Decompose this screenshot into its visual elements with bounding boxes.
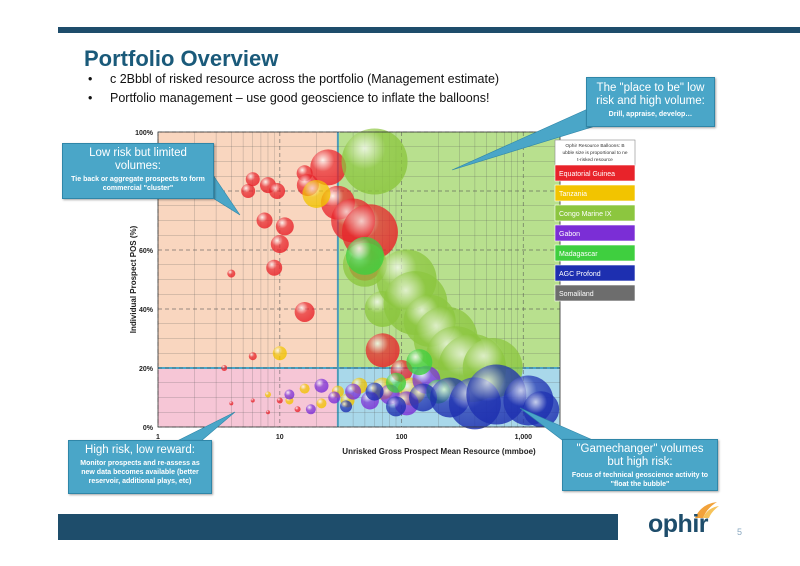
bubble-equatorial-guinea	[245, 172, 260, 187]
bubble-agc-profond	[340, 400, 353, 413]
bubble-congo-marine-ix	[341, 128, 408, 195]
callout-subtext: Focus of technical geoscience activity t…	[571, 472, 709, 488]
legend-label: Congo Marine IX	[559, 211, 612, 218]
callout-gamechanger: "Gamechanger" volumes but high risk: Foc…	[562, 439, 718, 491]
y-tick-label: 20%	[139, 366, 154, 373]
page-number: 5	[737, 527, 743, 537]
y-tick-label: 100%	[135, 130, 154, 137]
legend-swatch	[554, 164, 636, 182]
bubble-equatorial-guinea	[266, 259, 283, 276]
callout-heading: High risk, low reward:	[85, 444, 195, 456]
legend-label: Equatorial Guinea	[559, 171, 615, 178]
legend-label: Tanzania	[559, 191, 587, 198]
y-tick-label: 60%	[139, 248, 154, 255]
footer-bar	[58, 514, 618, 540]
bubble-equatorial-guinea	[310, 149, 347, 186]
legend-swatch	[554, 264, 636, 282]
bubble-madagascar	[406, 349, 433, 376]
company-logo: ophir	[648, 510, 709, 538]
bubble-agc-profond	[409, 383, 438, 412]
bubble-madagascar	[345, 236, 384, 275]
x-tick-label: 10	[276, 434, 284, 441]
bubble-equatorial-guinea	[227, 269, 236, 278]
legend-swatch	[554, 204, 636, 222]
x-tick-label: 1	[156, 434, 160, 441]
callout-heading: "Gamechanger" volumes but high risk:	[576, 443, 704, 468]
bubble-tanzania	[272, 346, 287, 361]
bubble-agc-profond	[385, 396, 406, 417]
bubble-gabon	[328, 391, 341, 404]
page-title: Portfolio Overview	[84, 46, 279, 71]
bubble-equatorial-guinea	[269, 183, 286, 199]
legend-note-text: t-risked resource	[577, 157, 613, 163]
bubble-equatorial-guinea	[365, 333, 400, 368]
bubble-equatorial-guinea	[248, 352, 257, 361]
legend-label: Madagascar	[559, 251, 598, 258]
bubble-gabon	[305, 404, 316, 415]
callout-subtext: Tie back or aggregate prospects to form …	[71, 176, 205, 192]
callout-high-risk-low-reward: High risk, low reward: Monitor prospects…	[68, 440, 212, 494]
bubble-gabon	[284, 389, 295, 400]
y-axis-label: Individual Prospect POS (%)	[129, 225, 138, 333]
legend-swatch	[554, 224, 636, 242]
x-tick-label: 1,000	[515, 434, 533, 441]
bubble-equatorial-guinea	[294, 301, 315, 322]
x-tick-label: 100	[396, 434, 408, 441]
legend-label: Gabon	[559, 231, 580, 238]
legend-note-box	[554, 139, 636, 167]
y-tick-label: 40%	[139, 307, 154, 314]
bubble-equatorial-guinea	[270, 235, 289, 254]
bubble-gabon	[314, 378, 329, 393]
legend-note-text: Ophir Resource Balloons: B	[565, 143, 624, 149]
bubble-equatorial-guinea	[250, 398, 255, 403]
bubble-equatorial-guinea	[221, 365, 228, 371]
y-tick-label: 0%	[143, 425, 154, 432]
callout-subtext: Drill, appraise, develop…	[608, 111, 693, 118]
axes: 1 10 100 1,000 0% 20% 40% 60% 100% Unrisked Gross…	[129, 130, 561, 456]
legend-label: Somaliland	[559, 291, 594, 298]
legend-note-text: ubble size is proportional to ne	[562, 150, 627, 156]
bullet-list: c 2Bbbl of risked resource across the po…	[88, 72, 499, 110]
top-header-bar	[58, 27, 800, 33]
callout-heading: Low risk but limited volumes:	[89, 147, 187, 172]
bubble-gabon	[345, 383, 362, 400]
bubble-equatorial-guinea	[265, 410, 270, 415]
legend-label: AGC Profond	[559, 271, 601, 278]
bubble-equatorial-guinea	[256, 212, 273, 229]
bullet-item: Portfolio management – use good geoscien…	[88, 91, 499, 105]
bubble-agc-profond	[365, 382, 384, 401]
callout-subtext: Monitor prospects and re-assess as new d…	[80, 460, 200, 485]
bubble-tanzania	[302, 179, 331, 208]
bubble-tanzania	[264, 391, 271, 398]
callout-low-risk-limited-volume: Low risk but limited volumes: Tie back o…	[62, 143, 214, 199]
callout-place-to-be: The "place to be" low risk and high volu…	[586, 77, 715, 127]
bubble-madagascar	[385, 372, 406, 393]
bubble-tanzania	[316, 398, 327, 409]
bubble-equatorial-guinea	[294, 406, 301, 413]
legend-swatch	[554, 284, 636, 302]
bubble-layer	[220, 128, 560, 430]
bubble-equatorial-guinea	[229, 401, 234, 406]
bubble-equatorial-guinea	[276, 397, 283, 404]
bubble-agc-profond	[523, 391, 560, 428]
x-axis-label: Unrisked Gross Prospect Mean Resource (m…	[342, 447, 536, 456]
logo-mark-icon	[695, 502, 719, 518]
bullet-item: c 2Bbbl of risked resource across the po…	[88, 72, 499, 86]
legend-swatch	[554, 244, 636, 262]
callout-heading: The "place to be" low risk and high volu…	[596, 82, 705, 107]
bubble-tanzania	[299, 383, 310, 394]
legend-swatch	[554, 184, 636, 202]
bubble-equatorial-guinea	[275, 217, 294, 236]
bubble-equatorial-guinea	[241, 184, 256, 198]
